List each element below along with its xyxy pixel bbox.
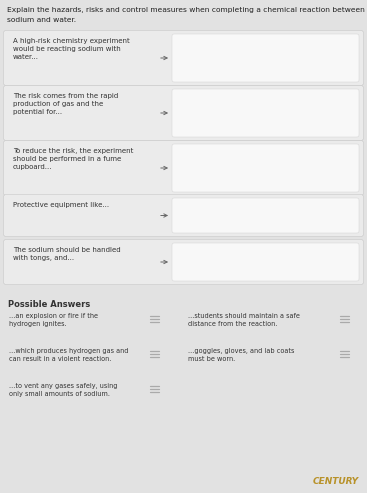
Text: sodium and water.: sodium and water. [7, 17, 76, 23]
Text: ...goggles, gloves, and lab coats
must be worn.: ...goggles, gloves, and lab coats must b… [188, 348, 294, 362]
Text: The sodium should be handled
with tongs, and...: The sodium should be handled with tongs,… [13, 247, 121, 261]
Text: ...an explosion or fire if the
hydrogen ignites.: ...an explosion or fire if the hydrogen … [9, 313, 98, 327]
Text: A high-risk chemistry experiment
would be reacting sodium with
water...: A high-risk chemistry experiment would b… [13, 38, 130, 60]
FancyBboxPatch shape [172, 89, 359, 137]
Text: ...which produces hydrogen gas and
can result in a violent reaction.: ...which produces hydrogen gas and can r… [9, 348, 128, 362]
Text: Possible Answers: Possible Answers [8, 300, 90, 309]
Text: Explain the hazards, risks and control measures when completing a chemical react: Explain the hazards, risks and control m… [7, 7, 365, 13]
FancyBboxPatch shape [172, 198, 359, 233]
FancyBboxPatch shape [172, 243, 359, 281]
Text: The risk comes from the rapid
production of gas and the
potential for...: The risk comes from the rapid production… [13, 93, 118, 115]
FancyBboxPatch shape [4, 240, 363, 284]
Text: ...students should maintain a safe
distance from the reaction.: ...students should maintain a safe dista… [188, 313, 300, 327]
Text: ...to vent any gases safely, using
only small amounts of sodium.: ...to vent any gases safely, using only … [9, 383, 117, 397]
FancyBboxPatch shape [172, 34, 359, 82]
FancyBboxPatch shape [172, 144, 359, 192]
FancyBboxPatch shape [4, 195, 363, 237]
Text: CENTURY: CENTURY [313, 477, 359, 486]
FancyBboxPatch shape [4, 31, 363, 85]
FancyBboxPatch shape [4, 85, 363, 141]
Text: To reduce the risk, the experiment
should be performed in a fume
cupboard...: To reduce the risk, the experiment shoul… [13, 148, 133, 170]
FancyBboxPatch shape [4, 141, 363, 196]
Text: Protective equipment like...: Protective equipment like... [13, 202, 109, 208]
